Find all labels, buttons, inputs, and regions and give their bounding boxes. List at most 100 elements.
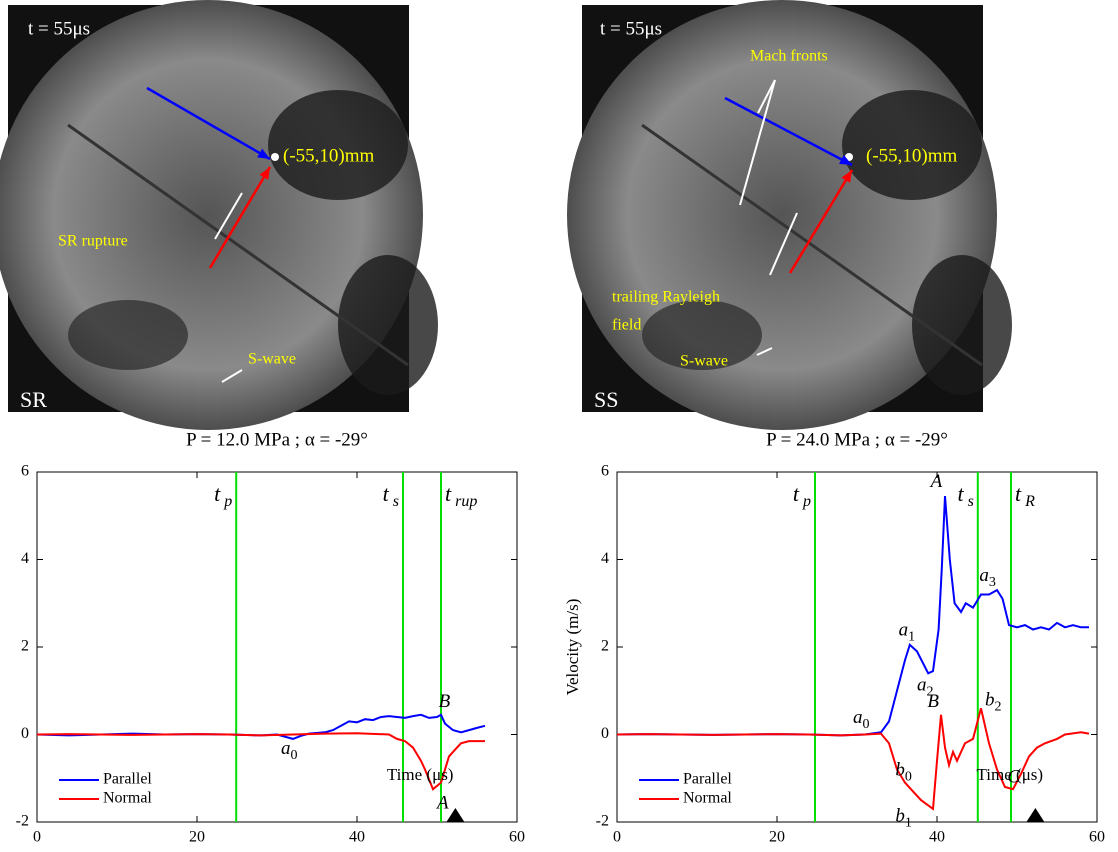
time-marker: [1026, 808, 1045, 822]
photo-label: trailing Rayleigh: [612, 289, 720, 306]
arrow-head: [257, 148, 270, 159]
event-symbol: t: [793, 481, 800, 506]
photo-label: SR rupture: [58, 233, 128, 250]
event-symbol: t: [214, 481, 221, 506]
y-tick-label: 0: [21, 725, 29, 742]
event-subscript: R: [1024, 493, 1035, 510]
annotation: a1: [899, 620, 916, 645]
y-tick-label: 4: [21, 550, 29, 567]
fault-line: [67, 123, 409, 367]
annotation: b2: [985, 690, 1002, 715]
photo-label: t = 55μs: [600, 18, 662, 39]
photo-label: (-55,10)mm: [283, 145, 375, 166]
y-tick-label: -2: [596, 813, 609, 830]
event-subscript: rup: [455, 493, 477, 510]
photo-label: S-wave: [680, 353, 728, 370]
annotation: b1: [895, 806, 912, 831]
pointer-line: [739, 79, 776, 206]
x-axis-label: Time (μs): [977, 765, 1044, 784]
pointer-line: [221, 369, 243, 383]
dark-fringe: [842, 90, 982, 200]
annotation-text: b: [895, 760, 905, 781]
photo: t = 55μs (-55,10)mm SR rupture S-wave SR: [0, 0, 438, 430]
event-subscript: p: [802, 493, 811, 510]
arrow-head: [259, 167, 270, 180]
annotation-text: a: [899, 620, 909, 641]
y-tick-label: 0: [601, 725, 609, 742]
annotation-text: b: [895, 806, 905, 827]
series-line: [616, 496, 1089, 737]
y-tick-label: 2: [21, 638, 29, 655]
photo-label: Mach fronts: [750, 48, 828, 65]
pointer-line: [214, 192, 243, 240]
arrow: [788, 169, 854, 274]
annotation: a0: [281, 738, 298, 763]
annotation: B: [927, 691, 939, 712]
y-tick-label: 6: [21, 463, 29, 480]
legend-label: Normal: [683, 790, 732, 807]
annotation-text: A: [929, 471, 943, 492]
dark-fringe: [642, 300, 762, 370]
x-tick-label: 20: [189, 829, 205, 846]
x-tick-label: 0: [613, 829, 621, 846]
annotation-subscript: 0: [905, 770, 912, 785]
annotation-text: b: [985, 690, 995, 711]
event-subscript: p: [223, 493, 232, 510]
annotation-subscript: 2: [995, 700, 1002, 715]
photo-label: (-55,10)mm: [866, 145, 958, 166]
annotation-subscript: 1: [905, 816, 912, 831]
photo-label: S-wave: [248, 351, 296, 368]
event-symbol: t: [957, 481, 964, 506]
y-tick-label: 2: [601, 638, 609, 655]
annotation: C: [1007, 767, 1020, 788]
x-tick-label: 0: [33, 829, 41, 846]
photo-label: SS: [594, 387, 618, 412]
x-tick-label: 60: [509, 829, 525, 846]
arrow-head: [839, 154, 852, 165]
annotation-subscript: 0: [863, 717, 870, 732]
annotation-subscript: 1: [908, 630, 915, 645]
annotation-subscript: 0: [291, 748, 298, 763]
x-tick-label: 40: [349, 829, 365, 846]
annotation: a3: [979, 565, 996, 590]
time-marker: [446, 808, 465, 822]
annotation-text: B: [439, 691, 451, 712]
chart-title: P = 12.0 MPa ; α = -29°: [186, 429, 368, 450]
chart-title: P = 24.0 MPa ; α = -29°: [766, 429, 948, 450]
event-symbol: t: [445, 481, 452, 506]
event-symbol: t: [1015, 481, 1022, 506]
dark-fringe: [338, 255, 438, 395]
dark-fringe: [268, 90, 408, 200]
y-tick-label: 6: [601, 463, 609, 480]
legend-label: Normal: [103, 790, 152, 807]
x-tick-label: 40: [929, 829, 945, 846]
fault-line: [641, 123, 983, 367]
annotation-subscript: 3: [989, 575, 996, 590]
event-subscript: s: [393, 493, 399, 510]
y-tick-label: 4: [601, 550, 609, 567]
event-symbol: t: [383, 481, 390, 506]
legend-label: Parallel: [683, 771, 732, 788]
event-subscript: s: [968, 493, 974, 510]
annotation: b0: [895, 760, 912, 785]
annotation-text: a: [979, 565, 989, 586]
dark-fringe: [68, 300, 188, 370]
pointer-line: [757, 79, 776, 114]
arrow-head: [841, 170, 852, 183]
photo-label: t = 55μs: [28, 18, 90, 39]
annotation: A: [929, 471, 943, 492]
annotation-text: a: [917, 675, 927, 696]
dark-fringe: [912, 255, 1012, 395]
arrow: [208, 166, 272, 269]
x-tick-label: 60: [1089, 829, 1105, 846]
annotation-subscript: 2: [927, 685, 934, 700]
series-line: [616, 708, 1090, 811]
annotation: A: [435, 793, 449, 814]
arrow: [724, 96, 853, 167]
annotation-text: a: [853, 708, 863, 729]
